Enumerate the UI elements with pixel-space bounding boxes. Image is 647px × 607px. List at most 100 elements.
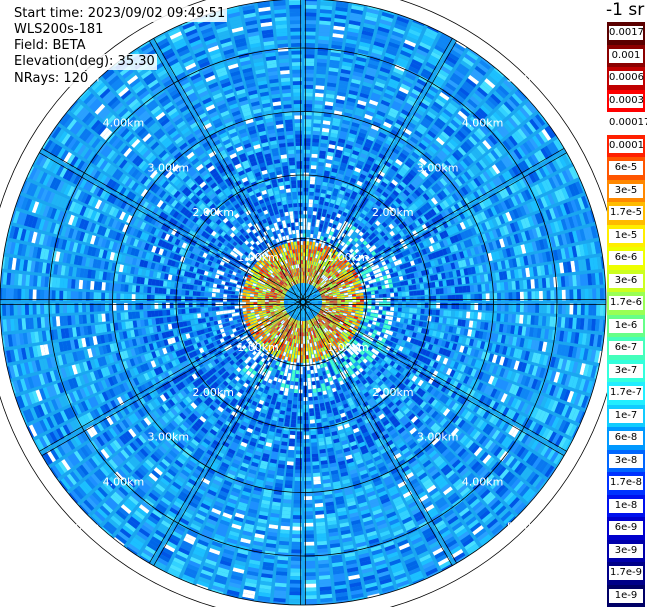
range-bin xyxy=(524,419,534,431)
range-bin xyxy=(291,541,302,546)
range-bin xyxy=(314,321,318,325)
range-bin xyxy=(531,422,540,434)
range-bin xyxy=(474,528,487,539)
range-bin xyxy=(211,293,216,297)
range-bin xyxy=(425,366,432,374)
range-bin xyxy=(535,478,546,490)
range-bin xyxy=(242,296,247,299)
range-bin xyxy=(560,373,568,386)
range-bin xyxy=(567,345,574,358)
range-bin xyxy=(292,400,298,405)
range-bin xyxy=(304,579,317,584)
range-bin xyxy=(418,363,425,370)
range-bin xyxy=(286,468,294,474)
range-bin xyxy=(330,337,334,342)
range-bin xyxy=(357,382,363,388)
range-bin xyxy=(323,346,327,351)
range-bin xyxy=(388,464,398,472)
range-bin xyxy=(285,411,291,416)
range-bin xyxy=(291,557,302,562)
range-bin xyxy=(338,339,344,345)
range-bin xyxy=(502,471,513,482)
range-bin xyxy=(434,474,444,484)
range-bin xyxy=(459,374,467,383)
range-bin xyxy=(458,384,466,393)
range-bin xyxy=(289,438,295,443)
range-bin xyxy=(439,503,450,513)
range-bin xyxy=(332,317,337,321)
range-bin xyxy=(291,373,295,378)
range-bin xyxy=(416,469,426,478)
range-bin xyxy=(513,348,519,358)
range-bin xyxy=(428,351,435,359)
range-bin xyxy=(388,316,394,321)
range-bin xyxy=(541,428,551,440)
range-bin xyxy=(412,314,417,320)
range-bin xyxy=(253,299,258,302)
range-bin xyxy=(386,335,392,341)
range-bin xyxy=(9,288,14,301)
range-bin xyxy=(527,377,535,388)
range-bin xyxy=(332,340,337,345)
range-bin xyxy=(140,319,145,327)
range-bin xyxy=(289,598,302,603)
range-bin xyxy=(284,418,290,424)
range-bin xyxy=(303,446,310,451)
range-bin xyxy=(466,311,471,319)
range-bin xyxy=(316,380,320,385)
ray xyxy=(303,302,425,585)
range-bin xyxy=(417,302,422,308)
range-bin xyxy=(500,510,512,522)
range-bin xyxy=(455,481,466,491)
range-bin xyxy=(438,480,449,490)
range-bin xyxy=(290,427,296,432)
range-bin xyxy=(500,313,505,322)
range-bin xyxy=(332,308,337,311)
range-bin xyxy=(315,325,319,330)
range-bin xyxy=(398,346,404,352)
range-bin xyxy=(336,385,342,391)
range-bin xyxy=(173,309,178,315)
range-bin xyxy=(570,391,578,405)
range-bin xyxy=(372,321,377,326)
range-bin xyxy=(234,305,239,309)
range-bin xyxy=(394,307,399,312)
range-bin xyxy=(281,441,288,446)
range-bin xyxy=(400,513,411,521)
range-bin xyxy=(402,369,408,376)
range-bin xyxy=(319,402,325,408)
range-bin xyxy=(470,358,477,367)
range-bin xyxy=(496,448,506,460)
ray xyxy=(303,302,586,424)
range-bin xyxy=(487,322,493,331)
range-bin xyxy=(310,319,314,323)
range-bin xyxy=(281,437,288,443)
range-bin xyxy=(391,321,396,327)
range-bin xyxy=(377,400,384,407)
range-bin xyxy=(544,413,553,426)
range-bin xyxy=(469,379,477,388)
range-bin xyxy=(507,314,513,323)
range-bin xyxy=(303,412,309,417)
range-bin xyxy=(318,395,323,400)
range-bin xyxy=(356,342,362,348)
range-bin xyxy=(589,381,596,394)
range-bin xyxy=(376,331,382,336)
range-bin xyxy=(561,303,566,315)
range-bin xyxy=(575,410,584,423)
range-bin xyxy=(379,332,385,338)
range-bin xyxy=(343,329,348,334)
range-bin xyxy=(386,306,391,311)
range-bin xyxy=(393,435,401,442)
range-bin xyxy=(220,315,225,319)
range-bin xyxy=(472,320,478,329)
range-bin xyxy=(316,308,321,311)
range-bin xyxy=(320,309,324,313)
range-bin xyxy=(472,430,481,440)
range-bin xyxy=(512,303,517,312)
range-bin xyxy=(318,567,330,572)
range-bin xyxy=(356,330,361,334)
range-bin xyxy=(440,384,448,393)
range-bin xyxy=(435,309,440,316)
range-bin xyxy=(484,439,494,450)
